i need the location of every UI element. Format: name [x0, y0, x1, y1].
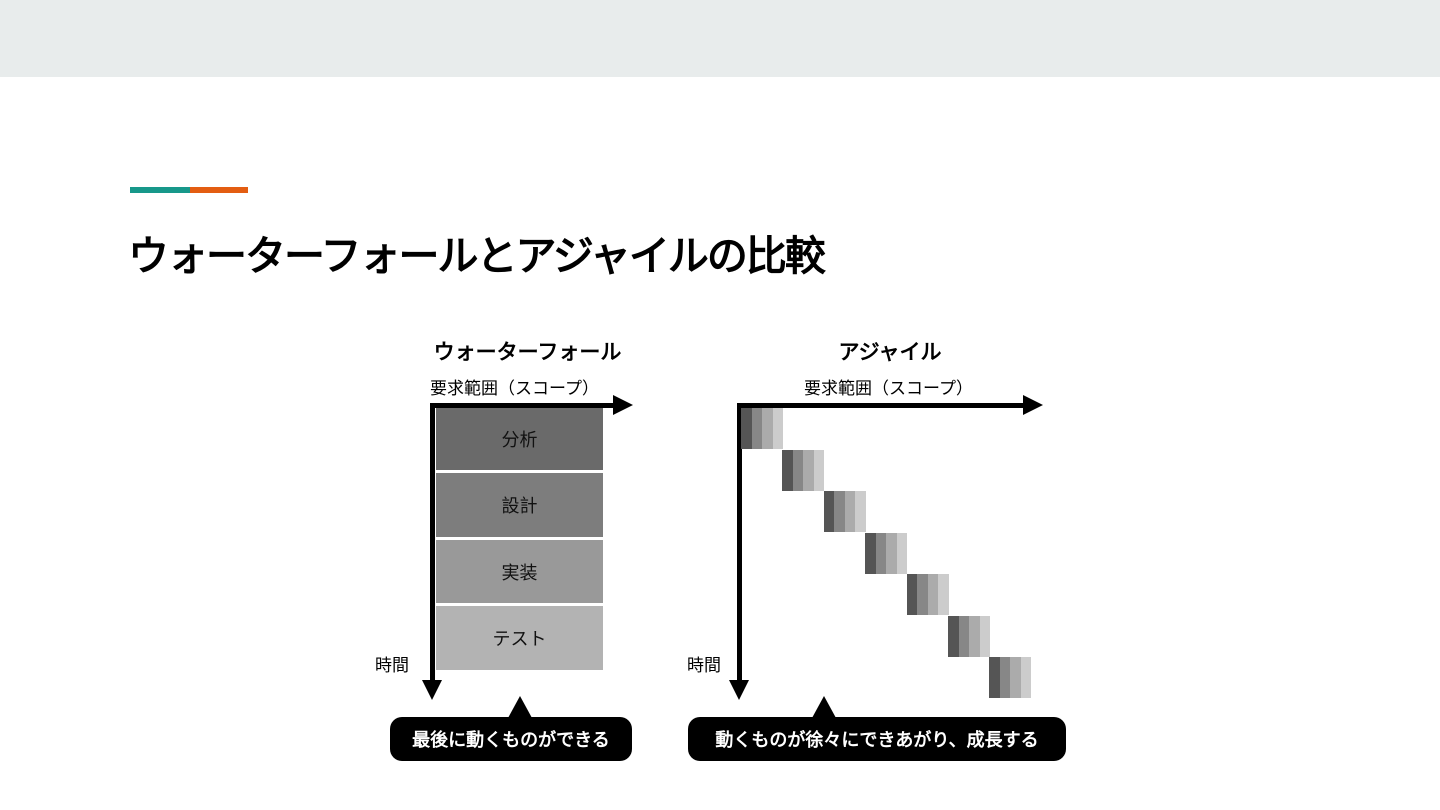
iteration-stripe	[803, 449, 814, 491]
agile-iteration-block	[823, 491, 866, 532]
iteration-stripe	[917, 574, 928, 615]
phase-test: テスト	[436, 606, 603, 670]
agile-callout-pointer	[812, 696, 836, 718]
agile-scope-label: 要求範囲（スコープ）	[804, 379, 973, 399]
agile-iteration-block	[865, 532, 908, 574]
waterfall-scope-label: 要求範囲（スコープ）	[430, 379, 599, 399]
iteration-stripe	[875, 532, 887, 574]
accent-bar-orange	[190, 187, 248, 193]
waterfall-title: ウォーターフォール	[433, 340, 622, 364]
iteration-stripe	[823, 491, 835, 532]
iteration-stripe	[834, 491, 845, 532]
iteration-stripe	[896, 532, 908, 574]
iteration-stripe	[886, 532, 897, 574]
accent-bar-teal	[130, 187, 190, 193]
iteration-stripe	[948, 615, 959, 657]
iteration-stripe	[741, 408, 752, 449]
waterfall-y-arrow-icon	[422, 680, 442, 700]
iteration-stripe	[1010, 657, 1021, 698]
iteration-stripe	[772, 408, 783, 449]
agile-iteration-block	[741, 408, 783, 449]
iteration-stripe	[782, 449, 793, 491]
agile-title: アジャイル	[838, 340, 942, 364]
agile-iteration-block	[989, 657, 1032, 698]
iteration-stripe	[751, 408, 762, 449]
iteration-stripe	[792, 449, 804, 491]
phase-implementation: 実装	[436, 540, 603, 603]
iteration-stripe	[906, 574, 918, 615]
iteration-stripe	[844, 491, 856, 532]
iteration-stripe	[938, 574, 949, 615]
waterfall-callout: 最後に動くものができる	[390, 717, 632, 761]
iteration-stripe	[927, 574, 939, 615]
agile-x-axis	[737, 403, 1025, 408]
agile-iteration-block	[948, 615, 990, 657]
waterfall-y-axis	[430, 403, 435, 683]
agile-x-arrow-icon	[1023, 395, 1043, 415]
iteration-stripe	[813, 449, 825, 491]
agile-time-label: 時間	[687, 656, 721, 676]
iteration-stripe	[969, 615, 980, 657]
iteration-stripe	[762, 408, 773, 449]
phase-analysis: 分析	[436, 408, 603, 470]
waterfall-time-label: 時間	[375, 656, 409, 676]
slide-title: ウォーターフォールとアジャイルの比較	[128, 232, 826, 280]
waterfall-x-arrow-icon	[613, 395, 633, 415]
waterfall-x-axis	[430, 403, 615, 408]
agile-y-arrow-icon	[729, 680, 749, 700]
iteration-stripe	[958, 615, 969, 657]
agile-callout: 動くものが徐々にできあがり、成長する	[688, 717, 1066, 761]
agile-iteration-block	[782, 449, 825, 491]
iteration-stripe	[979, 615, 990, 657]
phase-design: 設計	[436, 473, 603, 537]
iteration-stripe	[1020, 657, 1032, 698]
iteration-stripe	[855, 491, 866, 532]
iteration-stripe	[865, 532, 876, 574]
agile-iteration-block	[906, 574, 949, 615]
waterfall-callout-pointer	[508, 696, 532, 718]
agile-y-axis	[737, 403, 742, 683]
top-bar	[0, 0, 1440, 77]
iteration-stripe	[999, 657, 1011, 698]
iteration-stripe	[989, 657, 1000, 698]
